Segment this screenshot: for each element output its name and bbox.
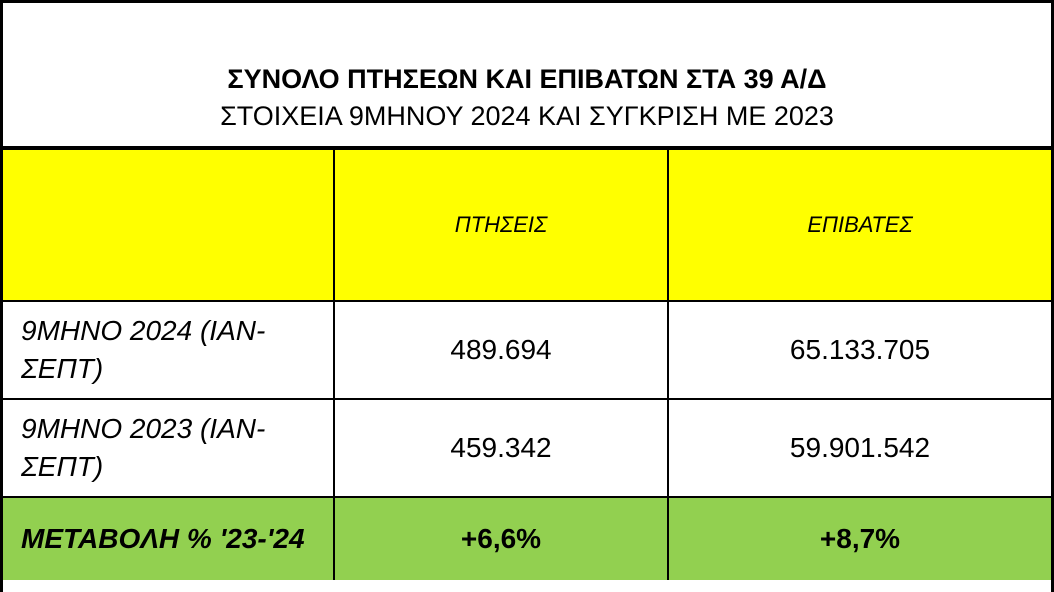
- column-header: ΕΠΙΒΑΤΕΣ: [667, 148, 1051, 302]
- change-row: ΜΕΤΑΒΟΛΗ % '23-'24 +6,6% +8,7%: [3, 496, 1051, 580]
- header: ΣΥΝΟΛΟ ΠΤΗΣΕΩΝ ΚΑΙ ΕΠΙΒΑΤΩΝ ΣΤΑ 39 Α/Δ Σ…: [3, 3, 1051, 148]
- row-label: ΜΕΤΑΒΟΛΗ % '23-'24: [3, 496, 335, 580]
- cell: 489.694: [333, 300, 669, 400]
- table: ΠΤΗΣΕΙΣ ΕΠΙΒΑΤΕΣ 9ΜΗΝΟ 2024 (ΙΑΝ-ΣΕΠΤ) 4…: [3, 148, 1051, 580]
- row-label: 9ΜΗΝΟ 2023 (ΙΑΝ-ΣΕΠΤ): [3, 398, 335, 498]
- subtitle: ΣΤΟΙΧΕΙΑ 9ΜΗΝΟΥ 2024 ΚΑΙ ΣΥΓΚΡΙΣΗ ΜΕ 202…: [220, 101, 834, 131]
- cell: 65.133.705: [667, 300, 1051, 400]
- row: 9ΜΗΝΟ 2024 (ΙΑΝ-ΣΕΠΤ) 489.694 65.133.705: [3, 300, 1051, 400]
- cell: +8,7%: [667, 496, 1051, 580]
- cell: +6,6%: [333, 496, 669, 580]
- header-row: ΠΤΗΣΕΙΣ ΕΠΙΒΑΤΕΣ: [3, 148, 1051, 302]
- title: ΣΥΝΟΛΟ ΠΤΗΣΕΩΝ ΚΑΙ ΕΠΙΒΑΤΩΝ ΣΤΑ 39 Α/Δ: [227, 64, 827, 94]
- column-header: ΠΤΗΣΕΙΣ: [333, 148, 669, 302]
- empty-cell: [3, 148, 335, 302]
- row: 9ΜΗΝΟ 2023 (ΙΑΝ-ΣΕΠΤ) 459.342 59.901.542: [3, 398, 1051, 498]
- row-label: 9ΜΗΝΟ 2024 (ΙΑΝ-ΣΕΠΤ): [3, 300, 335, 400]
- cell: 459.342: [333, 398, 669, 498]
- cell: 59.901.542: [667, 398, 1051, 498]
